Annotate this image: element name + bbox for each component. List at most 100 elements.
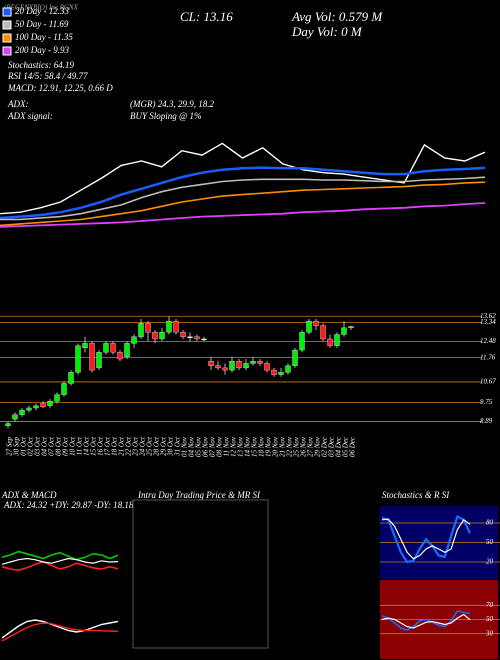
candle-body: [194, 336, 200, 340]
chart-title: (REGENXBIO) Inc RGNX: [4, 4, 79, 12]
avg-volume: Avg Vol: 0.579 M: [291, 9, 383, 24]
y-tick-label: 50: [486, 538, 494, 546]
candle-body: [292, 349, 298, 366]
x-tick-label: 04 Nov: [188, 436, 196, 457]
x-tick-label: 05 Dec: [342, 436, 350, 457]
x-tick-label: 22 Oct: [125, 436, 133, 456]
x-tick-label: 06 Dec: [349, 436, 357, 457]
candle-body: [208, 361, 214, 366]
x-tick-label: 29 Nov: [314, 436, 322, 457]
series-line: [1, 561, 119, 572]
y-tick-label: 70: [486, 601, 494, 609]
candle-body: [40, 403, 46, 408]
series-line: [0, 181, 486, 227]
y-tick-label: 11.76: [480, 353, 496, 361]
candle-body: [117, 352, 123, 360]
stoch-label: Stochastics: 64.19: [8, 60, 74, 70]
x-tick-label: 08 Nov: [216, 436, 224, 457]
candle-body: [299, 332, 305, 351]
adx-panel-label: ADX: 24.32 +DY: 29.87 -DY: 18.18: [3, 500, 134, 510]
x-tick-label: 02 Dec: [321, 436, 329, 457]
close-label: CL: 13.16: [180, 9, 233, 24]
x-tick-label: 15 Oct: [90, 436, 98, 456]
candle-body: [145, 323, 151, 333]
y-tick-label: 30: [485, 629, 494, 637]
candle-body: [285, 365, 291, 373]
candle-body: [229, 361, 235, 371]
x-tick-label: 08 Oct: [55, 436, 63, 456]
y-tick-label: 13.34: [480, 318, 496, 326]
legend-label: 50 Day - 11.69: [15, 19, 69, 29]
candle-body: [124, 343, 130, 357]
x-tick-label: 30 Oct: [167, 436, 175, 457]
y-tick-label: 50: [486, 615, 494, 623]
x-tick-label: 21 Nov: [279, 436, 287, 457]
candle-body: [334, 334, 340, 346]
adx-panel-title: ADX & MACD: [1, 490, 57, 500]
series-line: [381, 518, 471, 560]
x-tick-label: 15 Nov: [251, 436, 259, 457]
candle-body: [215, 365, 221, 369]
y-tick-label: 80: [486, 519, 494, 527]
legend-label: 200 Day - 9.93: [15, 45, 69, 55]
candle-body: [271, 369, 277, 375]
x-tick-label: 22 Nov: [286, 436, 294, 457]
candle-body: [96, 352, 102, 369]
adx-signal: BUY Sloping @ 1%: [130, 111, 202, 121]
candle-body: [327, 338, 333, 346]
candle-body: [110, 343, 116, 353]
candle-body: [250, 361, 256, 364]
legend-swatch: [2, 7, 12, 17]
x-tick-label: 18 Oct: [111, 436, 119, 456]
x-tick-label: 11 Nov: [223, 436, 231, 456]
candle-body: [348, 326, 354, 329]
series-line: [1, 550, 119, 561]
x-tick-label: 12 Nov: [230, 436, 238, 457]
macd-label: MACD: 12.91, 12.25, 0.66 D: [7, 83, 113, 93]
series-line: [0, 166, 486, 220]
x-tick-label: 18 Nov: [258, 436, 266, 457]
series-line: [0, 176, 486, 221]
x-tick-label: 05 Nov: [195, 436, 203, 457]
candle-body: [180, 332, 186, 337]
candle-body: [26, 407, 32, 411]
candle-body: [47, 401, 53, 406]
candle-body: [173, 320, 179, 333]
candle-body: [320, 325, 326, 340]
candle-body: [138, 323, 144, 337]
legend-swatch: [2, 33, 12, 43]
candle-body: [12, 414, 18, 420]
x-tick-label: 03 Oct: [34, 436, 42, 456]
x-tick-label: 14 Nov: [244, 436, 252, 457]
candle-body: [257, 361, 263, 364]
series-line: [1, 557, 119, 565]
x-tick-label: 01 Oct: [20, 436, 28, 456]
series-line: [381, 610, 471, 631]
x-tick-label: 16 Oct: [97, 436, 105, 456]
intraday-panel: [132, 499, 269, 649]
y-tick-label: 10.67: [480, 378, 496, 386]
x-tick-label: 27 Sep: [6, 437, 14, 456]
candle-body: [341, 327, 347, 335]
x-tick-label: 31 Oct: [174, 436, 182, 457]
candle-body: [33, 405, 39, 409]
x-tick-label: 29 Oct: [160, 436, 168, 456]
series-line: [381, 514, 471, 564]
x-tick-label: 24 Oct: [139, 436, 147, 456]
series-line: [1, 619, 119, 639]
x-tick-label: 03 Dec: [328, 436, 336, 457]
x-tick-label: 25 Nov: [293, 436, 301, 457]
legend-swatch: [2, 20, 12, 30]
y-tick-label: 8.89: [480, 417, 493, 425]
legend-label: 100 Day - 11.35: [15, 32, 73, 42]
x-tick-label: 20 Nov: [272, 436, 280, 457]
y-tick-label: 13.62: [480, 312, 496, 320]
series-line: [0, 142, 486, 215]
x-tick-label: 19 Nov: [265, 436, 273, 457]
x-tick-label: 07 Nov: [209, 436, 217, 457]
y-tick-label: 9.75: [480, 398, 493, 406]
candle-body: [264, 363, 270, 371]
candle-body: [75, 345, 81, 373]
candle-body: [236, 361, 242, 369]
